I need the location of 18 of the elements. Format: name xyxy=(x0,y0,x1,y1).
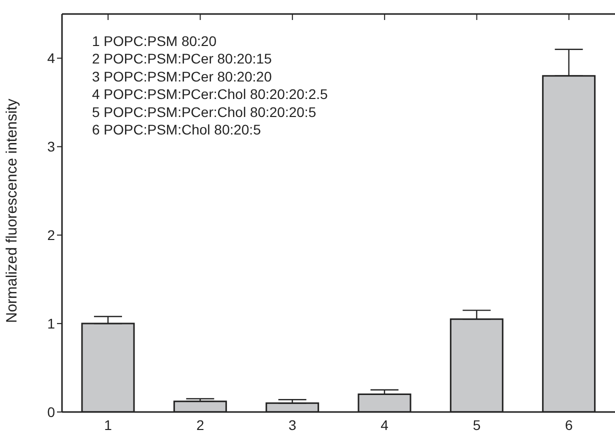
x-tick-label: 5 xyxy=(472,416,481,433)
annotation: 6 POPC:PSM:Chol 80:20:5 xyxy=(92,122,262,138)
annotation: 4 POPC:PSM:PCer:Chol 80:20:20:2.5 xyxy=(92,86,328,102)
annotation: 1 POPC:PSM 80:20 xyxy=(92,33,217,49)
annotation: 2 POPC:PSM:PCer 80:20:15 xyxy=(92,50,272,67)
y-tick-label: 3 xyxy=(47,138,56,155)
y-axis-title: Normalized fluorescence intensity xyxy=(3,98,20,323)
y-tick-label: 0 xyxy=(47,404,56,420)
annotation: 3 POPC:PSM:PCer 80:20:20 xyxy=(92,68,272,84)
x-tick-label: 4 xyxy=(380,416,389,433)
y-tick-label: 2 xyxy=(47,227,56,244)
annotation: 5 POPC:PSM:PCer:Chol 80:20:20:5 xyxy=(92,104,316,120)
y-tick-label: 4 xyxy=(47,50,56,66)
x-tick-label: 1 xyxy=(104,416,112,433)
x-tick-label: 6 xyxy=(565,416,574,433)
y-tick-label: 1 xyxy=(47,316,56,332)
x-tick-label: 2 xyxy=(196,416,204,433)
x-tick-label: 3 xyxy=(288,416,297,433)
